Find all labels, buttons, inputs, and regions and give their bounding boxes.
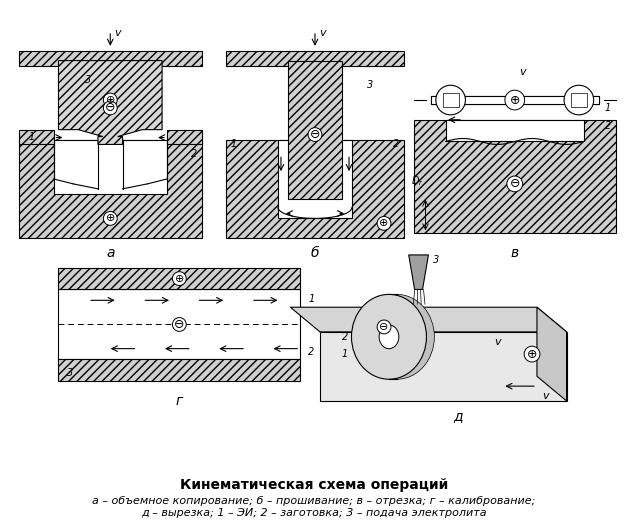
Text: Кинематическая схема операций: Кинематическая схема операций <box>180 478 448 492</box>
Text: 1: 1 <box>29 132 35 141</box>
Text: ⊖: ⊖ <box>310 128 320 141</box>
Bar <box>226 51 404 66</box>
Polygon shape <box>290 307 566 332</box>
Ellipse shape <box>359 294 435 379</box>
Bar <box>53 139 167 194</box>
Bar <box>431 96 598 104</box>
Text: $D_r$: $D_r$ <box>411 174 423 188</box>
Text: ⊕: ⊕ <box>379 218 389 228</box>
Bar <box>226 139 404 238</box>
Text: ⊕: ⊕ <box>527 347 538 360</box>
Circle shape <box>173 271 187 285</box>
Bar <box>19 129 53 145</box>
Text: 1: 1 <box>342 348 348 359</box>
Circle shape <box>524 346 540 362</box>
Bar <box>414 120 616 233</box>
Text: 2: 2 <box>308 347 315 357</box>
Ellipse shape <box>436 85 465 115</box>
Text: в: в <box>511 246 519 260</box>
Text: 3: 3 <box>85 75 91 85</box>
Text: 3: 3 <box>367 80 373 90</box>
Text: v: v <box>520 68 526 77</box>
Polygon shape <box>58 61 162 145</box>
Text: 1: 1 <box>308 294 315 304</box>
Bar <box>19 139 202 238</box>
Bar <box>278 139 352 218</box>
Polygon shape <box>320 332 566 401</box>
Text: ⊖: ⊖ <box>379 322 389 332</box>
Bar <box>571 93 587 107</box>
Text: д – вырезка; 1 – ЭИ; 2 – заготовка; 3 – подача электролита: д – вырезка; 1 – ЭИ; 2 – заготовка; 3 – … <box>141 509 487 518</box>
Text: ⊖: ⊖ <box>174 318 185 331</box>
Circle shape <box>104 93 117 107</box>
Text: v: v <box>114 28 121 38</box>
Text: v: v <box>319 28 325 38</box>
Circle shape <box>377 216 391 230</box>
Bar <box>446 120 584 141</box>
Circle shape <box>507 176 522 192</box>
Text: 3: 3 <box>433 255 440 265</box>
Text: 2: 2 <box>392 139 399 149</box>
Text: ⊕: ⊕ <box>509 94 520 107</box>
Circle shape <box>308 128 322 141</box>
Bar <box>19 51 202 66</box>
Ellipse shape <box>379 325 399 348</box>
Bar <box>288 61 342 199</box>
Text: ⊕: ⊕ <box>106 95 115 105</box>
Bar <box>58 359 300 381</box>
Circle shape <box>505 90 524 110</box>
Text: 2: 2 <box>190 149 197 159</box>
Bar <box>443 93 458 107</box>
Text: д: д <box>453 409 463 423</box>
Bar <box>431 96 598 104</box>
Text: v: v <box>542 391 548 401</box>
Text: v: v <box>494 337 501 347</box>
Ellipse shape <box>352 294 426 379</box>
Text: а – объемное копирование; б – прошивание; в – отрезка; г – калибрование;: а – объемное копирование; б – прошивание… <box>92 496 536 505</box>
Ellipse shape <box>564 85 593 115</box>
Text: 1: 1 <box>231 139 237 149</box>
Text: 2: 2 <box>605 121 611 131</box>
Text: ⊖: ⊖ <box>105 101 116 114</box>
Text: 2: 2 <box>342 332 348 342</box>
Text: б: б <box>311 246 319 260</box>
Bar <box>58 268 300 290</box>
Polygon shape <box>537 307 566 401</box>
Text: 1: 1 <box>605 103 611 113</box>
Text: ⊖: ⊖ <box>509 177 520 190</box>
Bar <box>58 290 300 359</box>
Polygon shape <box>409 255 428 290</box>
Circle shape <box>173 318 187 331</box>
Text: 3: 3 <box>67 368 73 379</box>
Text: ⊕: ⊕ <box>106 213 115 224</box>
Text: а: а <box>106 246 114 260</box>
Text: г: г <box>176 394 183 408</box>
Circle shape <box>104 101 117 115</box>
Circle shape <box>377 320 391 334</box>
Circle shape <box>104 212 117 225</box>
Bar <box>167 129 202 145</box>
Text: ⊕: ⊕ <box>175 274 184 283</box>
